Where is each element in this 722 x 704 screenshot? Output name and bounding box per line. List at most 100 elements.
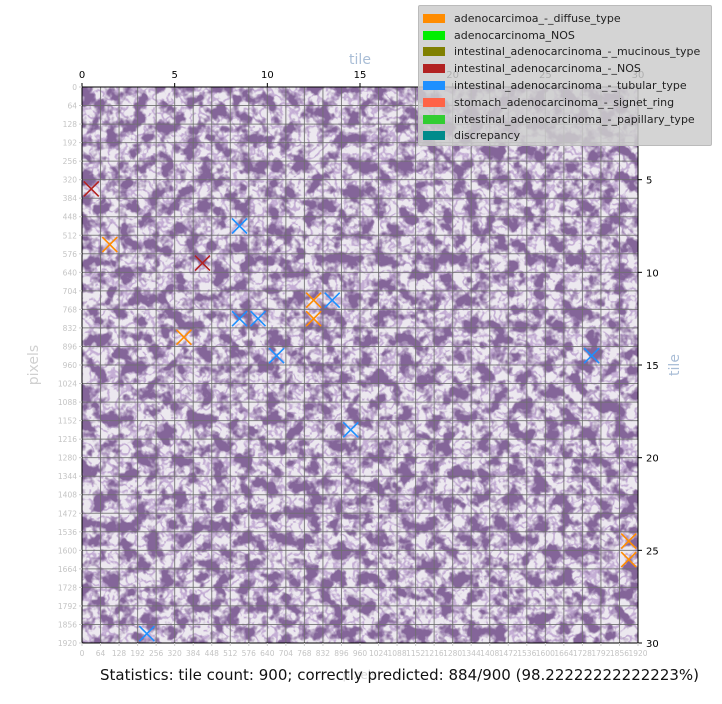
- x-bottom-tick-label: 1408: [480, 649, 499, 658]
- legend-swatch: [423, 64, 445, 74]
- tile-marker: [305, 292, 322, 309]
- x-bottom-tick-label: 1792: [591, 649, 610, 658]
- y-left-tick-label: 1728: [58, 583, 77, 592]
- x-bottom-tick-label: 1024: [369, 649, 388, 658]
- tile-markers: [83, 180, 637, 642]
- legend-label: intestinal_adenocarcinoma_-_mucinous_typ…: [454, 45, 701, 59]
- x-bottom-axis-label: pixels: [343, 668, 378, 682]
- legend-entry: intestinal_adenocarcinoma_-_tubular_type: [423, 77, 711, 94]
- legend: adenocarcimoa_-_diffuse_type adenocarcino…: [418, 5, 712, 146]
- y-left-tick-label: 1600: [58, 546, 77, 555]
- y-left-tick-label: 1152: [58, 417, 77, 426]
- y-left-tick-label: 0: [72, 83, 77, 92]
- y-left-tick-label: 320: [63, 176, 78, 185]
- y-left-tick-label: 1088: [58, 398, 77, 407]
- tile-marker: [324, 292, 341, 309]
- y-right-tick-label: 30: [646, 639, 659, 650]
- legend-entry: discrepancy: [423, 128, 711, 145]
- x-bottom-tick-label: 128: [112, 649, 127, 658]
- legend-swatch: [423, 47, 445, 57]
- y-left-tick-label: 832: [63, 324, 78, 333]
- y-right-tick-label: 15: [646, 361, 659, 372]
- y-left-tick-label: 192: [63, 139, 78, 148]
- y-left-tick-label: 1216: [58, 435, 77, 444]
- x-bottom-tick-label: 1472: [499, 649, 518, 658]
- tile-marker: [268, 347, 285, 364]
- legend-label: intestinal_adenocarcinoma_-_tubular_type: [454, 79, 687, 93]
- y-left-tick-label: 1472: [58, 509, 77, 518]
- y-left-tick-label: 960: [63, 361, 78, 370]
- x-bottom-tick-label: 448: [205, 649, 220, 658]
- x-bottom-tick-label: 768: [297, 649, 312, 658]
- y-left-axis-label: pixels: [26, 345, 42, 385]
- tile-marker: [305, 310, 322, 327]
- legend-entry: stomach_adenocarcinoma_-_signet_ring: [423, 94, 711, 111]
- legend-swatch: [423, 81, 445, 91]
- legend-entry: intestinal_adenocarcinoma_-_papillary_ty…: [423, 111, 711, 128]
- x-bottom-tick-label: 1664: [554, 649, 573, 658]
- y-left-tick-label: 1408: [58, 491, 77, 500]
- x-bottom-axis: 0 64 128 192 256 320 384 448 512 576 640 704 768 832 8…: [80, 643, 648, 658]
- y-left-tick-label: 1024: [58, 380, 77, 389]
- x-bottom-tick-label: 384: [186, 649, 201, 658]
- legend-entry: intestinal_adenocarcinoma_-_NOS: [423, 60, 711, 77]
- legend-label: intestinal_adenocarcinoma_-_papillary_ty…: [454, 112, 695, 126]
- tile-marker: [138, 625, 155, 642]
- x-bottom-tick-label: 1600: [536, 649, 555, 658]
- y-left-tick-label: 704: [63, 287, 78, 296]
- x-bottom-tick-label: 1152: [406, 649, 425, 658]
- tile-marker: [620, 551, 637, 568]
- tile-marker: [231, 217, 248, 235]
- x-top-tick-label: 5: [171, 70, 177, 81]
- y-right-tick-label: 25: [646, 546, 659, 557]
- y-right-axis: 5 10 15 20 25 30: [638, 176, 659, 650]
- x-bottom-tick-label: 576: [242, 649, 257, 658]
- legend-swatch: [423, 97, 445, 107]
- y-left-tick-label: 1344: [58, 472, 77, 481]
- y-left-tick-label: 576: [63, 250, 78, 259]
- y-left-tick-label: 512: [63, 231, 78, 240]
- plot-area: [81, 86, 639, 644]
- x-bottom-tick-label: 896: [334, 649, 349, 658]
- x-top-tick-label: 0: [79, 70, 85, 81]
- x-top-tick-label: 15: [354, 70, 367, 81]
- y-left-tick-label: 1664: [58, 565, 77, 574]
- y-left-tick-label: 1536: [58, 528, 77, 537]
- tile-marker: [194, 255, 211, 272]
- x-top-axis-label: tile: [349, 52, 371, 68]
- x-bottom-tick-label: 256: [149, 649, 164, 658]
- tile-marker: [583, 347, 600, 364]
- tile-marker: [231, 310, 248, 327]
- legend-entry: adenocarcinoma_NOS: [423, 27, 711, 44]
- tile-marker: [620, 533, 637, 550]
- x-bottom-tick-label: 0: [80, 649, 85, 658]
- y-left-tick-label: 256: [63, 157, 78, 166]
- y-left-tick-label: 896: [63, 342, 78, 351]
- legend-label: discrepancy: [454, 129, 521, 143]
- y-left-tick-label: 384: [63, 194, 78, 203]
- x-bottom-tick-label: 1536: [517, 649, 536, 658]
- statistics-text: Statistics: tile count: 900; correctly p…: [100, 666, 700, 684]
- x-bottom-tick-label: 192: [130, 649, 145, 658]
- x-bottom-tick-label: 512: [223, 649, 238, 658]
- legend-swatch: [423, 131, 445, 141]
- y-left-tick-label: 128: [63, 120, 78, 129]
- tile-marker: [83, 180, 100, 197]
- y-right-tick-label: 5: [646, 176, 652, 187]
- legend-swatch: [423, 13, 445, 23]
- x-bottom-tick-label: 1088: [388, 649, 407, 658]
- tile-marker: [175, 329, 192, 346]
- x-bottom-tick-label: 832: [316, 649, 331, 658]
- legend-label: adenocarcimoa_-_diffuse_type: [454, 11, 621, 25]
- y-left-tick-label: 1920: [58, 639, 77, 648]
- x-bottom-tick-label: 960: [353, 649, 368, 658]
- tile-marker: [342, 421, 359, 438]
- tile-marker: [101, 236, 118, 253]
- x-bottom-tick-label: 1920: [628, 649, 647, 658]
- legend-entry: adenocarcimoa_-_diffuse_type: [423, 10, 711, 27]
- y-right-tick-label: 20: [646, 454, 659, 465]
- x-bottom-tick-label: 1280: [443, 649, 462, 658]
- x-bottom-tick-label: 704: [279, 649, 294, 658]
- x-bottom-tick-label: 1344: [462, 649, 481, 658]
- y-right-tick-label: 10: [646, 268, 659, 279]
